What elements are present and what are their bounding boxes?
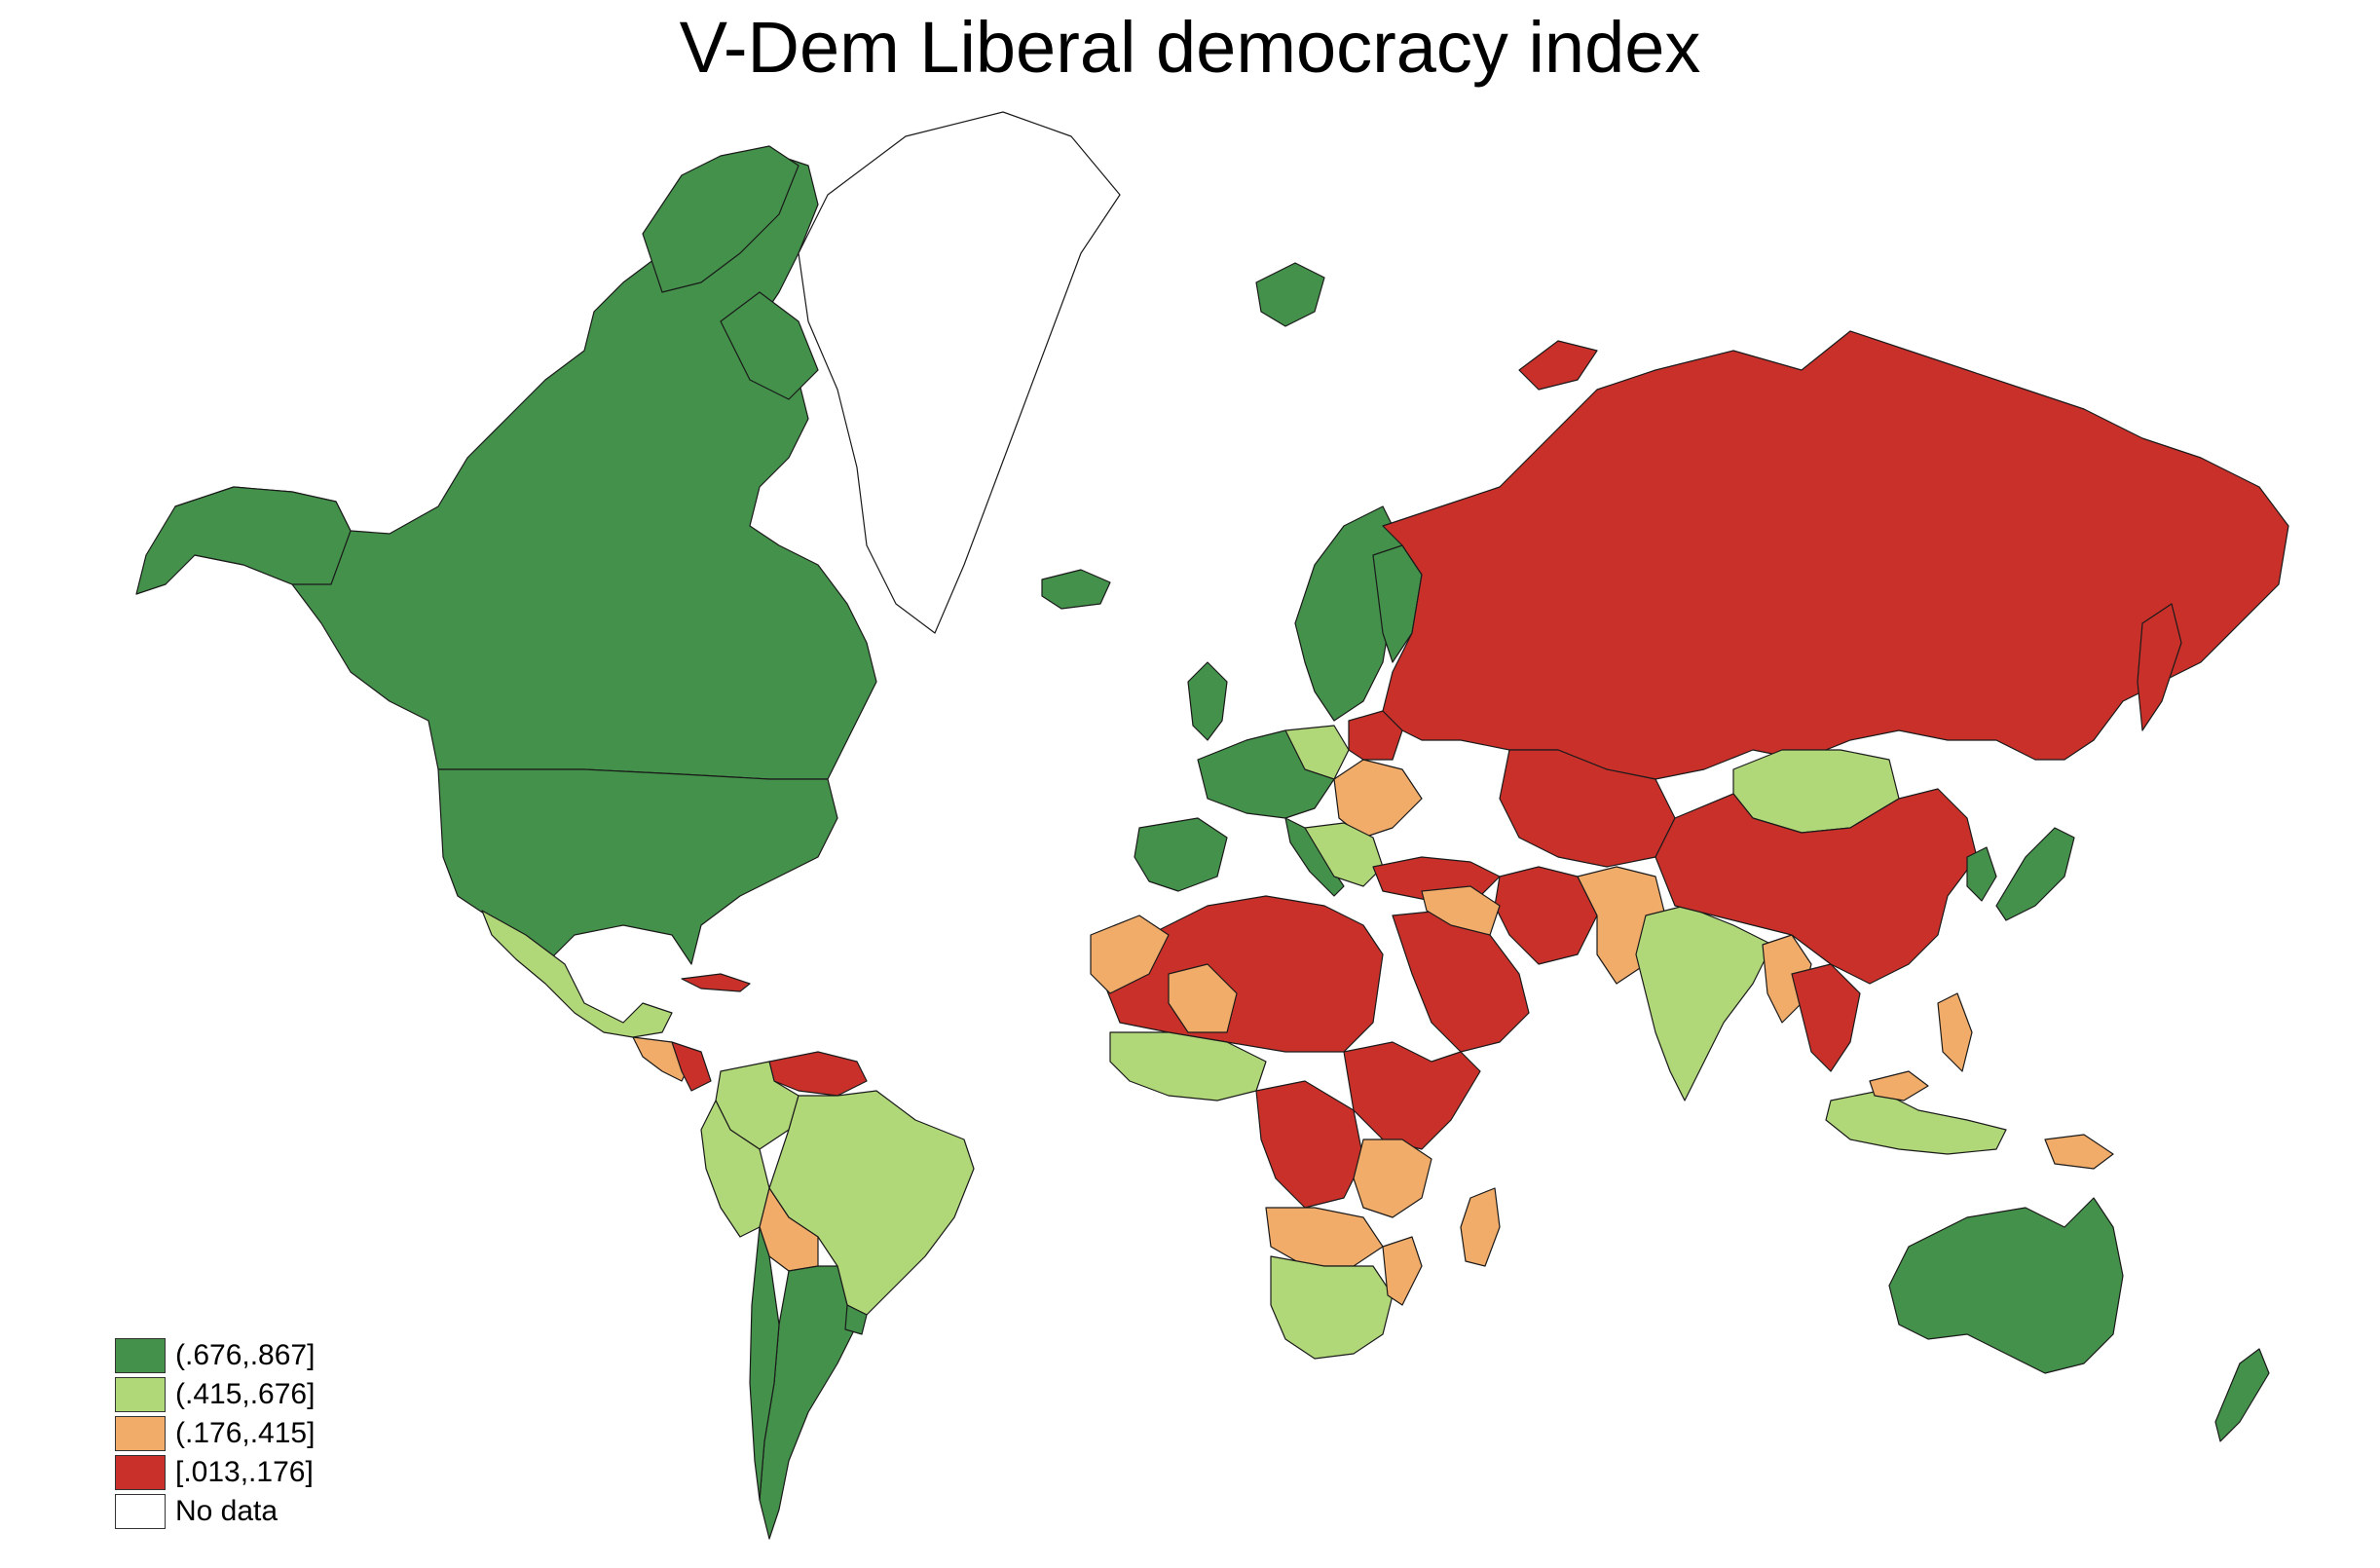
- country-chile[interactable]: [749, 1226, 780, 1501]
- country-mozambique[interactable]: [1382, 1236, 1423, 1306]
- legend-label: No data: [175, 1495, 279, 1527]
- country-canada-baffin[interactable]: [720, 291, 819, 400]
- country-greenland[interactable]: [798, 111, 1121, 634]
- legend-swatch: [115, 1455, 166, 1490]
- country-india[interactable]: [1635, 905, 1773, 1101]
- country-japan[interactable]: [1995, 827, 2075, 921]
- country-china[interactable]: [1655, 788, 1978, 985]
- country-east-africa[interactable]: [1343, 1041, 1481, 1150]
- map-legend: (.676,.867] (.415,.676] (.176,.415] [.01…: [115, 1336, 315, 1531]
- country-iran[interactable]: [1494, 866, 1598, 965]
- legend-label: (.676,.867]: [175, 1339, 316, 1371]
- legend-item: [.013,.176]: [115, 1453, 315, 1492]
- country-peru[interactable]: [700, 1100, 770, 1238]
- country-eastern-europe[interactable]: [1333, 759, 1423, 839]
- country-iberia[interactable]: [1134, 817, 1228, 892]
- legend-item: (.176,.415]: [115, 1414, 315, 1453]
- country-poland[interactable]: [1284, 725, 1350, 780]
- country-australia[interactable]: [1888, 1197, 2124, 1374]
- country-canada-arctic[interactable]: [642, 145, 800, 293]
- country-png[interactable]: [2044, 1134, 2114, 1170]
- country-uruguay[interactable]: [844, 1304, 868, 1335]
- country-madagascar[interactable]: [1460, 1187, 1501, 1267]
- country-new-zealand[interactable]: [2214, 1348, 2270, 1442]
- legend-item: No data: [115, 1492, 315, 1531]
- legend-item: (.415,.676]: [115, 1375, 315, 1414]
- country-canada[interactable]: [174, 155, 877, 780]
- country-morocco-mauritania[interactable]: [1090, 915, 1170, 994]
- country-mexico[interactable]: [481, 910, 673, 1038]
- country-west-africa[interactable]: [1109, 1031, 1267, 1101]
- country-alaska[interactable]: [135, 486, 352, 595]
- country-iceland[interactable]: [1041, 569, 1111, 610]
- country-venezuela[interactable]: [768, 1051, 868, 1097]
- country-brazil[interactable]: [768, 1090, 975, 1316]
- legend-swatch: [115, 1377, 166, 1412]
- country-indochina[interactable]: [1791, 963, 1861, 1072]
- legend-swatch: [115, 1494, 166, 1529]
- country-nicaragua[interactable]: [671, 1041, 712, 1092]
- country-indonesia[interactable]: [1825, 1090, 2007, 1155]
- country-iraq-syria[interactable]: [1421, 885, 1501, 936]
- country-central-africa[interactable]: [1255, 1080, 1364, 1209]
- country-cuba[interactable]: [681, 973, 751, 992]
- legend-swatch: [115, 1338, 166, 1373]
- country-sahel[interactable]: [1168, 963, 1238, 1033]
- country-angola-zambia[interactable]: [1265, 1207, 1384, 1267]
- legend-swatch: [115, 1416, 166, 1451]
- legend-label: [.013,.176]: [175, 1456, 314, 1488]
- country-svalbard[interactable]: [1255, 262, 1325, 327]
- legend-label: (.176,.415]: [175, 1417, 316, 1449]
- legend-item: (.676,.867]: [115, 1336, 315, 1375]
- map-title: V-Dem Liberal democracy index: [679, 7, 1701, 88]
- country-russia[interactable]: [1382, 330, 2289, 780]
- country-uk[interactable]: [1187, 661, 1228, 741]
- legend-label: (.415,.676]: [175, 1378, 316, 1410]
- country-russia-novaya-zemlya[interactable]: [1518, 340, 1598, 391]
- country-philippines[interactable]: [1937, 992, 1973, 1072]
- country-southern-africa[interactable]: [1270, 1255, 1394, 1360]
- country-malaysia[interactable]: [1869, 1070, 1929, 1101]
- country-korea[interactable]: [1966, 846, 1997, 902]
- country-russia-kamchatka[interactable]: [2137, 603, 2182, 731]
- country-kenya-tanzania[interactable]: [1353, 1139, 1432, 1218]
